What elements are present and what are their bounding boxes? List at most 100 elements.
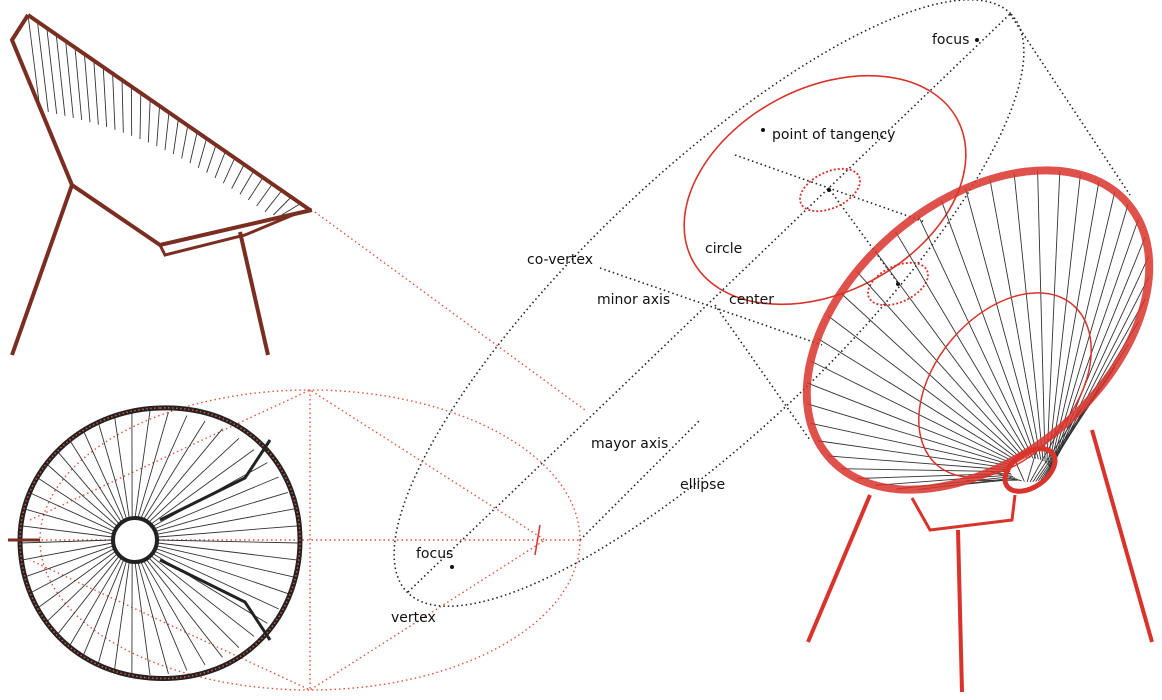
string <box>273 196 292 216</box>
string <box>137 412 169 519</box>
string <box>1047 255 1150 476</box>
string <box>155 547 289 594</box>
guide-line <box>734 154 926 223</box>
string <box>55 449 120 525</box>
string <box>134 561 151 676</box>
string <box>197 138 208 168</box>
string <box>156 105 161 147</box>
string <box>895 231 1031 459</box>
chair-rim <box>17 405 303 681</box>
string <box>247 177 264 201</box>
string <box>807 382 1014 464</box>
string <box>156 525 299 538</box>
string <box>1047 174 1081 466</box>
string <box>155 492 289 533</box>
string <box>20 525 114 538</box>
string <box>29 492 115 532</box>
string <box>137 561 169 674</box>
string <box>1046 170 1061 464</box>
chair-leg <box>238 231 270 356</box>
string <box>840 292 1022 460</box>
string <box>1048 181 1100 467</box>
center-point <box>827 188 831 192</box>
connector <box>314 211 586 411</box>
string <box>36 476 117 530</box>
string <box>231 164 245 189</box>
string <box>44 553 118 624</box>
string <box>145 558 223 658</box>
string <box>153 476 279 530</box>
string <box>917 214 1034 459</box>
string <box>112 73 116 130</box>
chair-frame <box>26 13 312 212</box>
string <box>97 420 128 520</box>
string <box>68 438 122 523</box>
chair-frame <box>9 13 313 248</box>
string <box>93 60 99 125</box>
string <box>82 558 125 658</box>
label: vertex <box>391 610 436 626</box>
string <box>97 560 128 666</box>
string <box>113 415 130 519</box>
chair-leg <box>1090 429 1154 643</box>
string <box>143 560 206 666</box>
string <box>1049 191 1116 469</box>
label: minor axis <box>597 292 670 308</box>
string <box>36 21 49 112</box>
string <box>856 271 1025 459</box>
string <box>153 550 279 610</box>
chair-frame <box>158 210 301 257</box>
label: center <box>729 292 774 308</box>
chair-leg <box>10 184 74 356</box>
string <box>827 455 1011 471</box>
string <box>150 449 255 525</box>
connector <box>579 419 701 541</box>
string <box>181 125 189 159</box>
circle-shape <box>683 74 967 306</box>
string <box>965 188 1039 460</box>
string <box>1046 276 1150 477</box>
string <box>55 34 66 116</box>
chair-rim <box>802 166 1154 494</box>
string <box>874 250 1028 459</box>
focus-point <box>975 38 979 42</box>
string <box>156 539 301 544</box>
string <box>256 183 273 207</box>
string <box>68 557 122 648</box>
string <box>147 99 151 143</box>
string <box>121 79 124 133</box>
label: co-vertex <box>527 252 593 268</box>
string <box>134 410 151 519</box>
focus-point <box>450 565 454 569</box>
minor-axis-line <box>599 267 823 346</box>
string <box>139 92 142 139</box>
guide-line <box>829 189 899 284</box>
chair-frame <box>159 439 272 522</box>
string <box>145 428 223 522</box>
label: ellipse <box>680 477 725 493</box>
string <box>20 542 114 561</box>
string <box>113 561 130 671</box>
top-chair <box>8 405 303 681</box>
string <box>810 422 1011 468</box>
string <box>143 420 206 520</box>
string <box>156 542 299 561</box>
string <box>940 200 1037 459</box>
string <box>35 550 117 610</box>
tangent-point <box>761 128 765 132</box>
string <box>875 474 1012 486</box>
string <box>810 360 1016 463</box>
string <box>189 131 198 164</box>
projection-ellipse <box>39 389 581 691</box>
guide-line <box>714 304 811 441</box>
small-circle <box>867 261 929 307</box>
string <box>140 415 188 519</box>
string <box>140 561 188 671</box>
string <box>23 508 114 535</box>
perspective-chair <box>802 166 1154 693</box>
string <box>281 203 301 216</box>
side-chair <box>9 13 313 356</box>
string <box>264 190 283 213</box>
string <box>172 118 179 155</box>
